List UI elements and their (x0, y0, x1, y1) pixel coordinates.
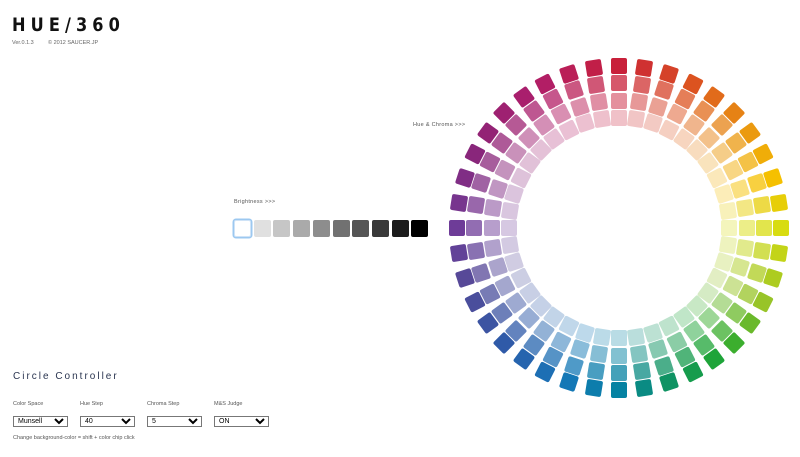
color-chip[interactable] (589, 344, 609, 364)
app-title: HUE/360 (12, 14, 125, 36)
color-chip[interactable] (629, 344, 649, 364)
hue-step-select[interactable]: 40 (80, 416, 135, 427)
color-chip[interactable] (753, 196, 772, 215)
color-chip[interactable] (611, 58, 627, 74)
color-chip[interactable] (611, 330, 627, 346)
brightness-chip[interactable] (253, 220, 271, 237)
color-chip[interactable] (769, 244, 789, 263)
color-chip[interactable] (449, 244, 469, 263)
color-space-label: Color Space (13, 401, 44, 407)
color-chip[interactable] (611, 92, 627, 109)
chroma-step-select[interactable]: 5 (147, 416, 202, 427)
color-chip[interactable] (611, 75, 627, 91)
color-chip[interactable] (611, 347, 627, 364)
color-chip[interactable] (592, 327, 611, 346)
brightness-chip[interactable] (312, 220, 330, 237)
color-chip[interactable] (611, 365, 627, 381)
color-chip[interactable] (501, 236, 520, 255)
color-chip[interactable] (501, 201, 520, 220)
color-chip[interactable] (735, 238, 755, 258)
color-chip[interactable] (449, 220, 465, 236)
version: Ver.0.1.3 (12, 40, 34, 46)
color-chip[interactable] (635, 378, 654, 398)
color-chip[interactable] (627, 327, 646, 346)
color-chip[interactable] (611, 382, 627, 398)
color-chip[interactable] (773, 220, 789, 236)
color-chip[interactable] (635, 58, 654, 78)
color-chip[interactable] (466, 220, 482, 236)
color-chip[interactable] (587, 362, 606, 381)
color-chip[interactable] (756, 220, 772, 236)
brightness-chip[interactable] (391, 220, 409, 237)
color-chip[interactable] (769, 193, 789, 212)
color-chip[interactable] (738, 220, 755, 236)
controller-title: Circle Controller (13, 371, 119, 382)
color-space-select[interactable]: Munsell (13, 416, 68, 427)
color-chip[interactable] (592, 110, 611, 129)
brightness-chip[interactable] (293, 220, 311, 237)
color-chip[interactable] (483, 238, 503, 258)
ms-judge-select[interactable]: ON (214, 416, 269, 427)
color-chip[interactable] (735, 198, 755, 218)
color-chip[interactable] (449, 193, 469, 212)
brightness-label: Brightness >>> (234, 199, 276, 205)
brightness-chip[interactable] (352, 220, 370, 237)
brightness-chip[interactable] (273, 220, 291, 237)
color-chip[interactable] (466, 196, 485, 215)
chroma-step-label: Chroma Step (147, 401, 180, 407)
color-chip[interactable] (632, 75, 651, 94)
hue-chroma-label: Hue & Chroma >>> (413, 122, 466, 128)
color-chip[interactable] (611, 110, 627, 126)
color-chip[interactable] (632, 362, 651, 381)
color-chip[interactable] (721, 220, 737, 236)
color-chip[interactable] (501, 220, 517, 236)
hint-text: Change background-color = shift + color … (13, 435, 135, 441)
color-chip[interactable] (483, 220, 500, 236)
color-chip[interactable] (718, 201, 737, 220)
color-chip[interactable] (584, 378, 603, 398)
color-chip[interactable] (589, 92, 609, 112)
color-chip[interactable] (483, 198, 503, 218)
color-chip[interactable] (584, 58, 603, 78)
brightness-chip[interactable] (411, 220, 429, 237)
copyright: © 2012 SAUCER.JP (48, 40, 99, 46)
brightness-chip[interactable] (332, 220, 350, 237)
color-chip[interactable] (653, 80, 674, 101)
color-chip[interactable] (466, 241, 485, 260)
brightness-chip[interactable] (371, 220, 389, 237)
hue-step-label: Hue Step (80, 401, 103, 407)
color-chip[interactable] (718, 236, 737, 255)
color-chip[interactable] (753, 241, 772, 260)
brightness-chip[interactable] (234, 220, 251, 237)
color-chip[interactable] (471, 262, 492, 283)
ms-judge-label: M&S Judge (214, 401, 243, 407)
color-chip[interactable] (629, 92, 649, 112)
color-chip[interactable] (587, 75, 606, 94)
